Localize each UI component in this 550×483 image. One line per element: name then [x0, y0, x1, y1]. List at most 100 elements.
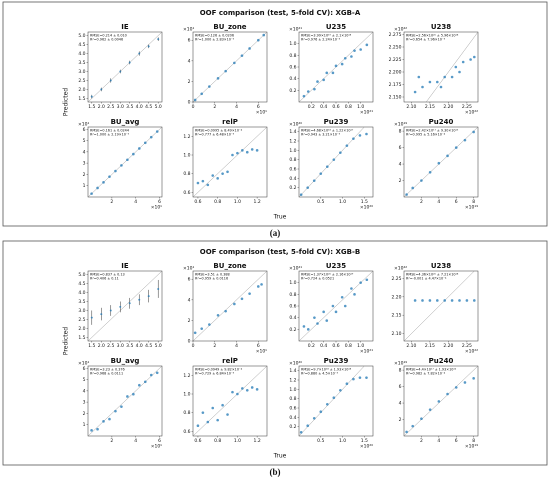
x-tick-label: 2.20 [443, 343, 453, 349]
y-tick-label: 0.8 [183, 410, 190, 416]
point [454, 65, 458, 69]
point [102, 181, 105, 184]
point [405, 193, 408, 196]
point [233, 302, 236, 306]
point [443, 75, 447, 79]
y-tick-label: 4 [399, 401, 402, 407]
y-tick-label: 6 [399, 145, 402, 151]
point [241, 387, 244, 390]
point [248, 47, 251, 50]
x-tick-label: 4.5 [145, 104, 152, 110]
y-tick-label: 0.2 [289, 327, 296, 333]
point [128, 302, 131, 305]
subplot-title: BU_zone [213, 23, 246, 31]
reference-line [87, 270, 163, 342]
point [359, 281, 362, 284]
point [353, 293, 356, 296]
point [143, 380, 147, 384]
subplot-title: Pu239 [324, 357, 349, 365]
y-multiplier: ×10¹⁹ [394, 122, 407, 128]
y-tick-label: 0.4 [289, 415, 296, 421]
subplot: relP 0.6 0.8 1.0 1.2 0.6 0.8 1.0 1.2 RMSE=0.0995 … [183, 118, 268, 205]
y-tick-label: 0.6 [289, 406, 296, 412]
x-tick-label: 0.8 [214, 199, 221, 205]
y-tick-label: 6 [188, 277, 191, 283]
point [352, 377, 355, 381]
point [325, 319, 329, 322]
point [428, 80, 432, 84]
x-tick-label: 2.10 [406, 343, 416, 349]
point [299, 430, 303, 434]
point [365, 278, 369, 282]
y-tick-label: 0 [188, 339, 191, 345]
x-tick-label: 4 [134, 438, 137, 444]
metric-annotation: R²=-0.001 ± 4.47×10⁻⁴ [406, 277, 447, 281]
x-tick-label: 6 [158, 438, 161, 444]
point [256, 285, 260, 288]
point [216, 177, 219, 180]
x-tick-label: 2 [420, 199, 423, 205]
point [201, 179, 205, 183]
point [143, 141, 147, 145]
point [450, 75, 454, 79]
subplot: IE1.5 2.0 2.5 3.0 3.5 4.0 4.5 5.01.52.02.53.03.… [78, 23, 163, 110]
point [100, 88, 103, 91]
point [343, 56, 347, 60]
point [119, 70, 122, 73]
x-multiplier: ×10¹ [151, 205, 162, 211]
y-tick-label: 1.0 [289, 41, 296, 47]
y-tick-label: 2.250 [389, 45, 402, 51]
y-tick-label: 1.5 [78, 335, 85, 341]
point [353, 49, 356, 52]
point [226, 170, 229, 174]
point [236, 392, 239, 396]
point [411, 186, 415, 190]
point [463, 381, 467, 384]
x-tick-label: 1.5 [361, 199, 368, 205]
point [262, 33, 266, 37]
metric-annotation: RMSE=9.7×10¹⁸ ± 1.93×10¹⁸ [301, 367, 352, 371]
subplot: IE1.5 2.0 2.5 3.0 3.5 4.0 4.5 5.01.52.02.53.03.… [78, 262, 163, 349]
point [413, 299, 417, 302]
subplot: U238 2.10 2.15 2.20 2.25 2.150 2.175 2.200 2.225… [389, 23, 479, 116]
subplot-title: Pu239 [324, 118, 349, 126]
plot-area [403, 31, 479, 103]
point [332, 396, 336, 400]
point [206, 420, 210, 424]
point [340, 62, 344, 66]
y-tick-label: 0.4 [289, 315, 296, 321]
x-multiplier: ×10²¹ [360, 349, 373, 355]
subplot-title: BU_avg [111, 118, 140, 126]
point [450, 299, 454, 302]
y-tick-label: 2.200 [389, 70, 402, 76]
y-tick-label: 2.175 [389, 82, 402, 88]
subplot-title: BU_zone [213, 262, 246, 270]
metric-annotation: RMSE=0.837 ± 0.13 [90, 272, 125, 276]
point [437, 400, 441, 403]
x-tick-label: 1.2 [254, 199, 261, 205]
y-tick-label: 0 [188, 100, 191, 106]
subplot: relP 0.6 0.8 1.0 1.2 0.6 0.8 1.0 1.2 RMSE=0.0949 … [183, 357, 268, 444]
point [126, 395, 129, 398]
y-multiplier: ×10²² [394, 266, 407, 272]
x-tick-label: 2.0 [98, 104, 105, 110]
y-tick-label: 2.20 [391, 294, 401, 300]
x-tick-label: 4.5 [145, 343, 152, 349]
x-tick-label: 0.8 [214, 438, 221, 444]
point [147, 45, 150, 48]
point [316, 80, 319, 83]
x-tick-label: 6 [158, 199, 161, 205]
y-tick-label: 0.6 [183, 429, 190, 435]
x-tick-label: 0.4 [320, 104, 327, 110]
reference-line [87, 31, 163, 103]
panel-frame [2, 1, 548, 227]
metric-annotation: R²=1.000 ± 2.19×10⁻⁵ [90, 133, 130, 137]
panel-caption: (a) [270, 228, 281, 238]
point [417, 75, 421, 79]
x-tick-label: 0.6 [332, 104, 339, 110]
subplot-title: Pu240 [429, 118, 454, 126]
x-tick-label: 2.15 [425, 104, 435, 110]
